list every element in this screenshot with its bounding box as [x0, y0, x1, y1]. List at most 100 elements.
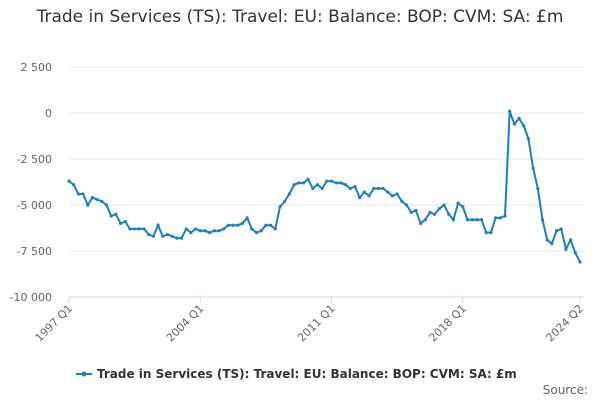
legend-marker — [81, 371, 87, 377]
data-point — [161, 234, 165, 238]
data-point — [311, 186, 315, 191]
x-tick-label: 2011 Q1 — [295, 302, 338, 345]
data-point — [245, 216, 249, 220]
data-point — [118, 221, 123, 225]
data-point — [512, 122, 516, 126]
data-point — [320, 186, 324, 191]
data-point — [179, 236, 184, 240]
data-point — [531, 166, 535, 170]
data-point — [208, 231, 212, 235]
data-point — [86, 203, 90, 207]
data-point — [376, 186, 381, 191]
data-point — [573, 251, 577, 255]
data-point — [494, 216, 498, 220]
data-point — [259, 229, 263, 233]
data-point — [95, 197, 99, 202]
data-point — [278, 205, 282, 209]
data-point — [470, 218, 474, 222]
data-point — [545, 238, 549, 242]
data-point — [343, 183, 348, 187]
data-point — [109, 214, 113, 218]
data-point — [456, 201, 460, 205]
data-point — [114, 212, 118, 216]
data-point — [395, 192, 399, 196]
y-tick-label: -2 500 — [17, 153, 52, 166]
x-tick-label: 2004 Q1 — [164, 302, 207, 345]
data-point — [203, 229, 207, 233]
data-line — [68, 110, 581, 263]
data-point — [489, 231, 493, 235]
data-point — [264, 223, 268, 227]
data-point — [461, 205, 465, 209]
data-point — [348, 186, 352, 191]
data-point — [170, 234, 174, 238]
data-point — [100, 199, 104, 203]
y-tick-label: 2 500 — [21, 61, 53, 74]
data-point — [90, 196, 95, 200]
data-point — [273, 227, 277, 231]
data-point — [419, 221, 423, 225]
data-point — [386, 190, 390, 194]
data-point — [404, 203, 409, 207]
x-tick-label: 2024 Q2 — [544, 302, 587, 345]
data-point — [329, 179, 334, 183]
data-point — [292, 183, 296, 187]
data-point — [137, 227, 141, 231]
data-point — [128, 227, 132, 231]
data-point — [315, 183, 320, 187]
data-point — [550, 242, 554, 246]
data-point — [240, 221, 245, 225]
data-point — [67, 179, 71, 183]
data-point — [409, 210, 413, 214]
data-point — [283, 199, 287, 203]
data-point — [165, 232, 170, 237]
data-point — [578, 260, 582, 264]
data-point — [442, 203, 446, 207]
data-point — [372, 186, 376, 191]
data-point — [564, 247, 568, 251]
data-point — [423, 218, 427, 222]
data-point — [362, 190, 366, 194]
data-point — [484, 231, 488, 235]
y-tick-label: 0 — [45, 107, 52, 120]
chart-title: Trade in Services (TS): Travel: EU: Bala… — [36, 7, 564, 27]
data-point — [437, 207, 441, 211]
data-point — [254, 231, 259, 235]
y-tick-label: -7 500 — [17, 245, 52, 258]
data-point — [222, 227, 226, 231]
data-point — [498, 216, 502, 220]
data-point — [184, 227, 188, 231]
data-point — [508, 109, 512, 113]
data-point — [189, 231, 193, 235]
data-point — [76, 192, 80, 196]
data-point — [503, 214, 507, 218]
data-point — [301, 181, 306, 185]
legend-label: Trade in Services (TS): Travel: EU: Bala… — [97, 367, 517, 381]
data-point — [193, 227, 198, 231]
data-point — [390, 194, 395, 198]
data-point — [81, 192, 85, 196]
data-point — [400, 199, 404, 203]
x-tick-label: 2018 Q1 — [426, 302, 469, 345]
data-point — [104, 203, 109, 207]
data-point — [339, 181, 343, 185]
y-tick-label: -5 000 — [17, 199, 52, 212]
data-point — [367, 194, 371, 198]
data-point — [540, 218, 545, 222]
data-point — [151, 234, 155, 238]
data-point — [554, 229, 559, 233]
data-point — [306, 177, 310, 181]
data-point — [353, 185, 357, 189]
data-point — [517, 116, 521, 121]
data-point — [142, 227, 146, 231]
data-point — [465, 218, 470, 222]
x-tick-label: 1997 Q1 — [33, 302, 76, 345]
y-tick-label: -10 000 — [10, 291, 52, 304]
data-point — [569, 238, 573, 242]
data-point — [236, 223, 240, 227]
data-point — [447, 212, 451, 216]
data-point — [198, 229, 202, 233]
data-point — [358, 196, 362, 200]
